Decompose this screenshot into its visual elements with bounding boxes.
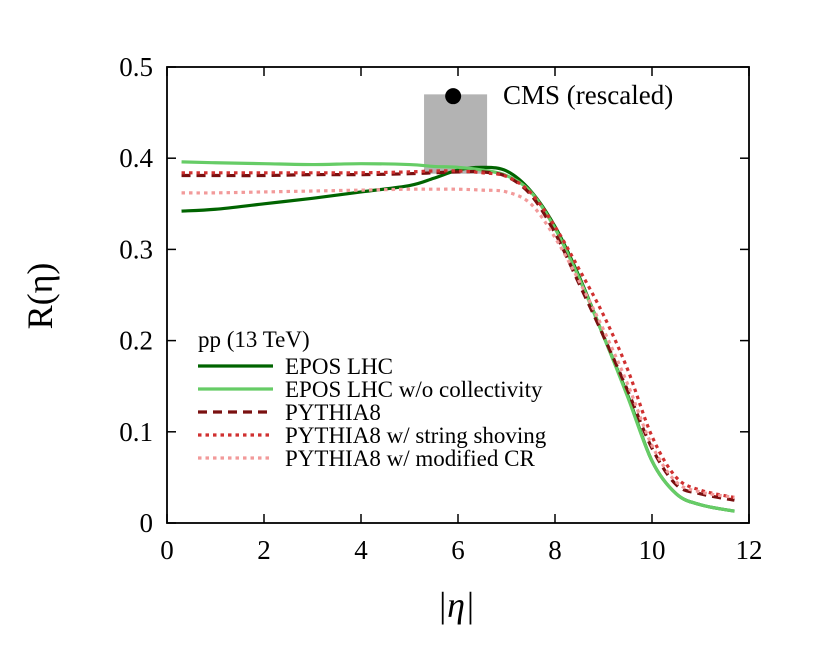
- x-tick-label: 4: [354, 535, 368, 565]
- x-tick-label: 0: [160, 535, 174, 565]
- legend-label-5: PYTHIA8 w/ modified CR: [285, 446, 535, 471]
- cms-data-point: [445, 88, 462, 105]
- y-axis-title: R(η): [20, 263, 60, 330]
- legend-label-1: EPOS LHC: [285, 354, 393, 379]
- legend-label-4: PYTHIA8 w/ string shoving: [285, 423, 547, 448]
- legend-label-2: EPOS LHC w/o collectivity: [285, 377, 543, 402]
- x-tick-label: 8: [548, 535, 562, 565]
- series-line-4: [181, 169, 735, 500]
- y-ticks: 0 0.1 0.2 0.3 0.4 0.5: [119, 52, 749, 538]
- legend-title: pp (13 TeV): [198, 327, 310, 352]
- y-tick-label: 0: [140, 508, 154, 538]
- x-tick-label: 12: [736, 535, 763, 565]
- series-lines: [181, 160, 735, 513]
- y-tick-label: 0.3: [119, 234, 153, 264]
- x-tick-label: 6: [451, 535, 465, 565]
- x-tick-label: 10: [639, 535, 666, 565]
- y-tick-label: 0.5: [119, 52, 153, 82]
- series-line-5: [181, 187, 735, 500]
- cms-label: CMS (rescaled): [503, 80, 673, 110]
- y-tick-label: 0.4: [119, 143, 153, 173]
- series-line-3: [181, 169, 735, 502]
- y-tick-label: 0.2: [119, 326, 153, 356]
- x-tick-label: 2: [257, 535, 271, 565]
- legend-label-3: PYTHIA8: [285, 400, 381, 425]
- y-tick-label: 0.1: [119, 417, 153, 447]
- x-ticks: 0 2 4 6 8 10 12: [160, 67, 763, 565]
- x-axis-title: |η|: [437, 585, 475, 625]
- cms-systematic-band: [424, 94, 488, 174]
